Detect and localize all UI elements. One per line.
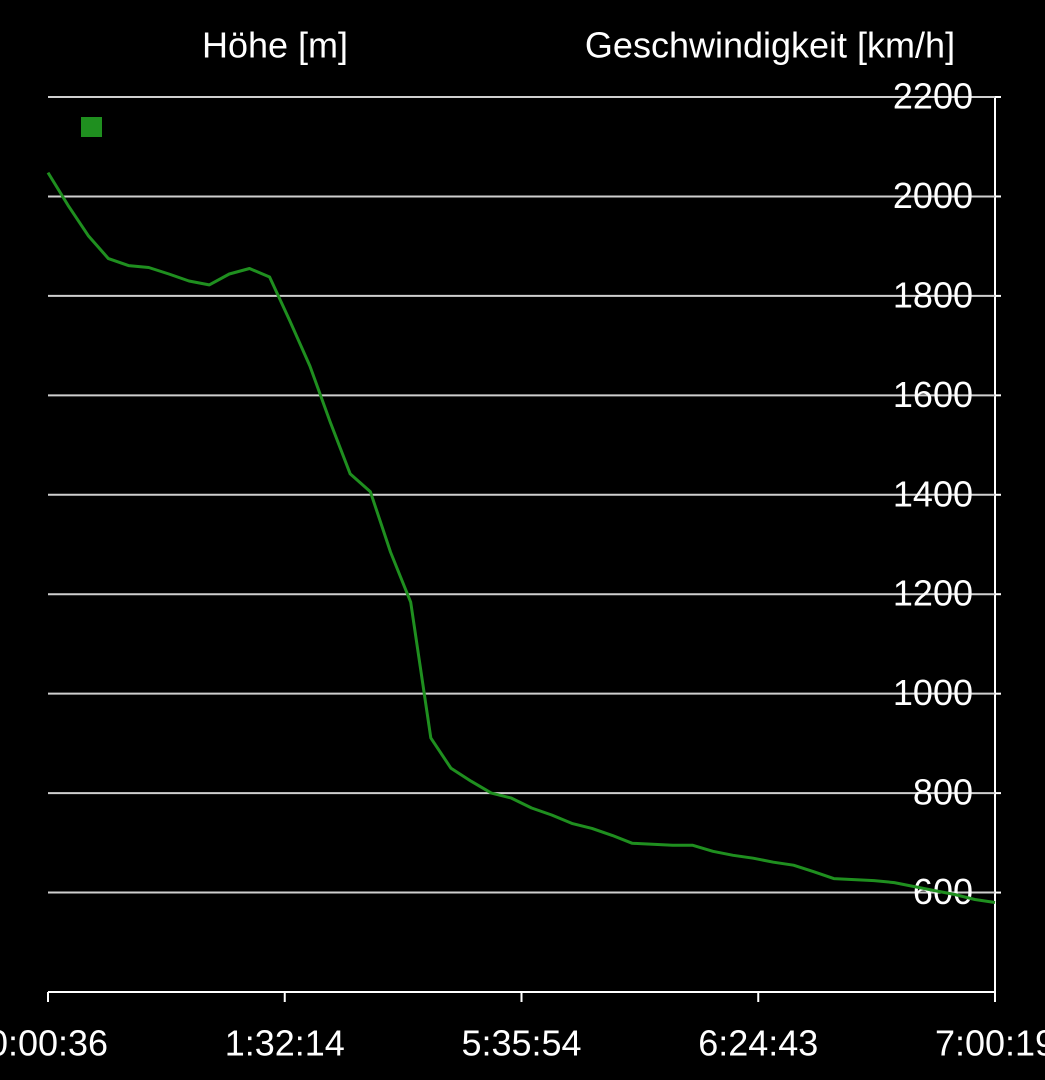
y-tick-label: 1800: [893, 274, 973, 315]
line: [46, 171, 996, 904]
x-tick-label: 5:35:54: [461, 1023, 581, 1064]
y-tick-label: 800: [913, 772, 973, 813]
y-tick-label: 1400: [893, 473, 973, 514]
y-tick-label: 1600: [893, 374, 973, 415]
series-label: Höhe [m]: [202, 25, 348, 66]
x-tick-label: 6:24:43: [698, 1023, 818, 1064]
y-tick-label: 1200: [893, 573, 973, 614]
x-tick-label: 0:00:36: [0, 1023, 108, 1064]
y-tick-label: 2200: [893, 76, 973, 117]
y-tick-label: 1000: [893, 672, 973, 713]
y2-axis-label: Geschwindigkeit [km/h]: [585, 25, 955, 66]
y-tick-label: 2000: [893, 175, 973, 216]
x-tick-label: 7:00:19: [935, 1023, 1045, 1064]
x-tick-label: 1:32:14: [225, 1023, 345, 1064]
legend-marker: [81, 117, 102, 137]
